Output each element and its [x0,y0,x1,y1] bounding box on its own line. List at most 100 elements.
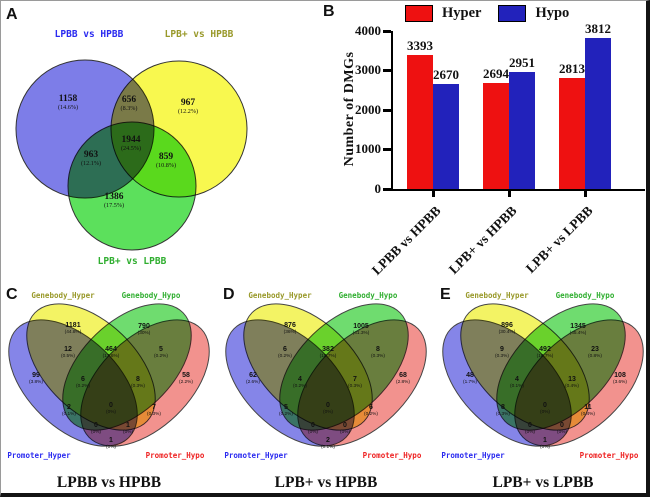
venn4-region-count: 790 (30%) [137,323,151,336]
venn4-region-count: 1345 (45.4%) [569,323,587,336]
venn3-region-count: 1386 (17.5%) [103,192,125,209]
venn3-region-count: 967 (12.2%) [177,98,199,115]
y-axis-tick [383,30,391,33]
venn4-region-count: 23 (0.8%) [587,346,602,359]
venn4-region-count: 9 (0.3%) [494,346,509,359]
venn4-region-count: 6 (0.2%) [277,346,292,359]
y-tick-label: 0 [374,181,382,196]
venn4-region-count: 8 (0.3%) [130,376,145,389]
set-label-genebody-hyper: Genebody_Hyper [31,291,95,300]
venn3-region-count: 656 (8.3%) [120,95,138,112]
venn4-region-count: 7 (0.3%) [347,376,362,389]
venn4-region-count: 58 (2.2%) [178,372,193,385]
venn4-region-count: 4 (0.1%) [509,376,524,389]
venn4-caption: LPB+ vs HPBB [274,474,378,491]
bar-hypo-lpb+-vs-lpbb [585,38,611,189]
venn4-region-count: 8 (0.3%) [370,346,385,359]
venn4-region-count: 464 (17.6%) [102,346,120,359]
venn3-set-label-lpbb-vs-hpbb: LPBB vs HPBB [54,29,124,40]
venn4-region-count: 1 (0%) [105,437,117,450]
set-label-promoter-hypo: Promoter_Hypo [362,451,422,460]
bar-value: 3393 [407,38,433,53]
legend-swatch-hyper [405,5,433,22]
venn4-diagram [442,303,644,447]
venn3-region-count: 1944 (24.5%) [120,135,142,152]
venn4-region-count: 2 (0.1%) [320,437,335,450]
panel-c: C Genebody_Hyper Genebody_Hypo Promoter_… [1,281,217,493]
venn4-region-count: 5 (0.2%) [278,404,293,417]
venn4-region-count: 13 (0.4%) [564,376,579,389]
set-label-genebody-hyper: Genebody_Hyper [248,291,312,300]
venn4-region-count: 11 (0.4%) [580,404,595,417]
venn4-ellipse-promoter-hypo [80,319,210,447]
venn4-diagram [225,303,427,447]
venn4-region-count: 5 (0.2%) [153,346,168,359]
bar-value: 2670 [433,67,459,82]
y-tick-label: 4000 [355,23,381,38]
panel-e-letter: E [440,286,451,303]
bar-value: 3812 [585,21,611,36]
bar-value: 2813 [559,61,585,76]
venn4-ellipse-promoter-hypo [297,319,427,447]
venn4-region-count: 1 (0%) [539,437,551,450]
venn4-region-count: 492 (16.7%) [536,346,554,359]
y-tick-label: 3000 [355,62,381,77]
venn4-region-count: 0 (0%) [524,422,536,435]
bar-hypo-lpbb-vs-hpbb [433,84,459,189]
venn3-set-label-lpb+-vs-hpbb: LPB+ vs HPBB [164,29,234,40]
venn4-region-count: 48 (1.7%) [462,372,477,385]
venn4-region-count: 68 (2.8%) [395,372,410,385]
y-tick-label: 1000 [355,141,381,156]
chart-legend: Hyper Hypo [405,5,569,22]
bar-hyper-lpb+-vs-hpbb [483,83,509,189]
bar-value: 2694 [483,66,509,81]
y-tick-label: 2000 [355,102,381,117]
venn4-caption: LPBB vs HPBB [56,474,162,491]
venn4-region-count: 6 (0.2%) [363,404,378,417]
venn4-region-count: 0 (0%) [307,422,319,435]
venn3-set-label-lpb+-vs-lpbb: LPB+ vs LPBB [97,256,167,267]
legend-swatch-hypo [498,5,527,22]
venn4-diagram [8,303,210,447]
panel-b-letter: B [323,3,335,20]
venn4-region-count: 1 (0%) [122,422,134,435]
y-axis-tick [383,188,391,191]
venn4-region-count: 1005 (41.3%) [352,323,370,336]
venn3-diagram [15,59,248,251]
x-axis-tick [508,191,511,197]
x-axis-tick [432,191,435,197]
panel-a: A LPBB vs HPBB LPB+ vs HPBB LPB+ vs LPBB… [1,1,321,281]
venn4-region-count: 2 (0.1%) [61,404,76,417]
panel-a-letter: A [6,6,18,23]
venn3-circle-lpb+-vs-lpbb [67,121,197,251]
panel-d: D Genebody_Hyper Genebody_Hypo Promoter_… [218,281,434,493]
venn4-region-count: 8 (0.3%) [495,404,510,417]
set-label-promoter-hyper: Promoter_Hyper [441,451,505,460]
bar-plot-area: 4000 3000 2000 1000 0 3393 2670 2694 295… [355,21,645,278]
venn4-region-count: 382 (15.7%) [319,346,337,359]
set-label-promoter-hypo: Promoter_Hypo [579,451,639,460]
venn4-caption: LPB+ vs LPBB [492,474,594,491]
venn4-region-count: 0 (0%) [105,402,117,415]
venn4-region-count: 0 (0%) [339,422,351,435]
set-label-genebody-hypo: Genebody_Hypo [338,291,398,300]
set-label-promoter-hypo: Promoter_Hypo [145,451,205,460]
venn4-region-count: 0 (0%) [90,422,102,435]
set-label-genebody-hyper: Genebody_Hyper [465,291,529,300]
set-label-genebody-hypo: Genebody_Hypo [555,291,615,300]
venn4-region-count: 896 (30.4%) [498,322,516,335]
venn4-region-count: 0 (0%) [539,402,551,415]
y-axis-tick [383,148,391,151]
panel-e: E Genebody_Hyper Genebody_Hypo Promoter_… [435,281,646,493]
venn4-region-count: 0 (0%) [322,402,334,415]
panel-c-letter: C [6,286,18,303]
venn4-region-count: 876 (36%) [283,322,297,335]
venn4-region-count: 12 (0.5%) [60,346,75,359]
legend-label-hypo: Hypo [535,5,570,21]
venn3-region-count: 1158 (14.6%) [57,94,79,111]
legend-label-hyper: Hyper [442,5,482,21]
set-label-promoter-hyper: Promoter_Hyper [7,451,71,460]
venn4-region-count: 1181 (44.8%) [64,322,82,335]
venn4-ellipse-promoter-hypo [514,319,644,447]
venn4-region-count: 6 (0.2%) [75,376,90,389]
